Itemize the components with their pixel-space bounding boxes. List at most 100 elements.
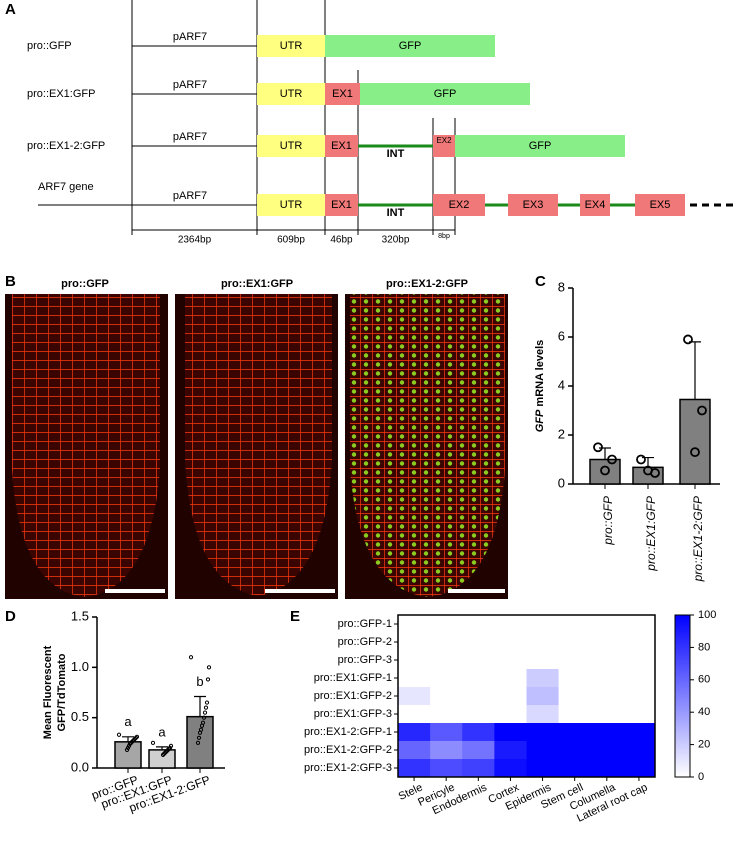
part-label: EX4 (585, 199, 606, 211)
colorbar-tick-label: 40 (698, 706, 710, 718)
y-tick-label: 2 (558, 426, 565, 441)
data-point (124, 747, 130, 752)
heatmap-cell (398, 615, 431, 634)
gene-part (433, 194, 485, 216)
dimension-label: 609bp (277, 235, 305, 246)
y-tick-label: 0.0 (71, 759, 89, 774)
heatmap-cell (622, 759, 656, 778)
heatmap-cell (526, 669, 560, 688)
row-label: pro::EX1-2:GFP-1 (304, 726, 392, 738)
data-point (206, 665, 212, 670)
heatmap-cell (494, 723, 527, 742)
heatmap-cell (590, 669, 624, 688)
heatmap-cell (526, 759, 560, 778)
image-title: pro::EX1:GFP (221, 278, 293, 290)
y-axis-label-text: mRNA levels (534, 340, 546, 407)
part-label: UTR (280, 140, 303, 152)
data-point (150, 740, 156, 745)
heatmap-cell (558, 687, 592, 706)
heatmap-cell (462, 705, 495, 724)
significance-letter: b (196, 674, 203, 689)
heatmap-cell (462, 741, 495, 760)
colorbar-tick-label: 60 (698, 674, 710, 686)
construct-name: pro::EX1:GFP (27, 88, 95, 100)
heatmap-cell (622, 687, 656, 706)
heatmap-cell (398, 741, 431, 760)
microscopy-panel (5, 294, 508, 599)
gene-part (325, 83, 360, 105)
data-point (127, 741, 133, 746)
colorbar-tick-label: 80 (698, 641, 710, 653)
data-point (203, 705, 209, 710)
heatmap-cell (430, 651, 463, 670)
data-point (195, 740, 201, 745)
data-point (160, 752, 166, 758)
data-point (196, 735, 202, 740)
heatmap-cell (398, 759, 431, 778)
data-point (600, 465, 610, 476)
heatmap-cell (462, 669, 495, 688)
heatmap-cell (526, 633, 560, 652)
data-point (126, 743, 132, 748)
heatmap-cell (590, 723, 624, 742)
y-tick-label: 1.5 (71, 608, 89, 623)
x-tick-label: pro::EX1:GFP (644, 496, 658, 572)
data-point (683, 334, 693, 345)
heatmap-cell (590, 615, 624, 634)
row-label: pro::EX1:GFP-3 (314, 708, 392, 720)
panel-label: B (5, 273, 16, 290)
scale-bar (265, 589, 335, 593)
error-bar (122, 736, 134, 742)
data-point (201, 715, 207, 720)
row-label: pro::EX1:GFP-1 (314, 672, 392, 684)
row-label: pro::EX1-2:GFP-3 (304, 762, 392, 774)
heatmap-cell (622, 615, 656, 634)
construct-name: ARF7 gene (38, 181, 94, 193)
gene-part (257, 135, 325, 157)
heatmap-cell (494, 633, 527, 652)
data-point (697, 405, 707, 416)
panel-label: D (5, 608, 16, 625)
heatmap-cell (398, 669, 431, 688)
row-label: pro::EX1-2:GFP-2 (304, 744, 392, 756)
part-label: GFP (434, 88, 457, 100)
heatmap-cell (430, 759, 463, 778)
heatmap-cell (430, 723, 463, 742)
heatmap-cell (526, 687, 560, 706)
part-label: UTR (280, 199, 303, 211)
panel-label: E (290, 608, 300, 625)
y-axis-label: Mean Fluorescent (42, 645, 54, 739)
error-bar (194, 695, 206, 717)
heatmap-cell (558, 705, 592, 724)
dimension-label: 320bp (382, 235, 410, 246)
colorbar-tick-label: 100 (698, 609, 716, 621)
x-tick-label: pro::GFP (601, 496, 615, 546)
heatmap-cell (590, 759, 624, 778)
gene-part (257, 83, 325, 105)
heatmap-cell (590, 687, 624, 706)
panel-label: C (535, 273, 546, 290)
dimension-label: 8bp (438, 233, 450, 240)
heatmap-cell (494, 705, 527, 724)
part-label: EX1 (331, 199, 352, 211)
part-label: EX2 (436, 136, 452, 145)
promoter-label: pARF7 (173, 131, 207, 143)
gene-part (325, 135, 358, 157)
heatmap-cell (430, 633, 463, 652)
data-point (197, 730, 203, 735)
heatmap-cell (494, 669, 527, 688)
intron-label: INT (387, 148, 405, 160)
heatmap-cell (590, 705, 624, 724)
bar (114, 741, 142, 769)
gene-part (360, 83, 530, 105)
row-label: pro::GFP-2 (338, 636, 392, 648)
heatmap-cell (494, 687, 527, 706)
heatmap-cell (622, 669, 656, 688)
colorbar-tick-label: 20 (698, 739, 710, 751)
bar (148, 749, 176, 769)
error-bar (689, 341, 701, 400)
y-tick-label: 6 (558, 328, 565, 343)
image-title: pro::EX1-2:GFP (386, 278, 468, 290)
part-label: UTR (280, 40, 303, 52)
